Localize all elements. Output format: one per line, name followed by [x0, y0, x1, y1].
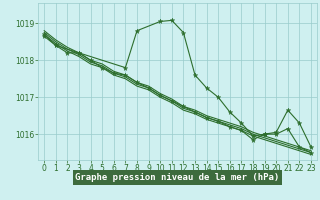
- X-axis label: Graphe pression niveau de la mer (hPa): Graphe pression niveau de la mer (hPa): [76, 173, 280, 182]
